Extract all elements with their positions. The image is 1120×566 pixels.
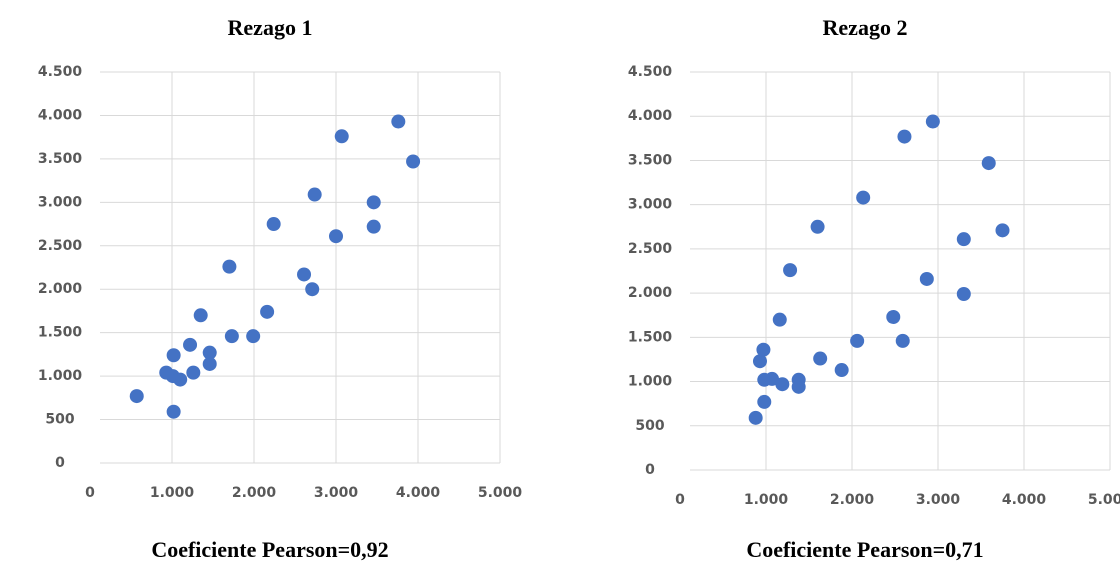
y-tick-label: 1.000 — [628, 374, 673, 390]
point — [995, 223, 1010, 238]
point — [166, 348, 181, 363]
point — [222, 259, 237, 274]
y-tick-label: 4.000 — [38, 107, 83, 123]
point — [366, 219, 381, 234]
x-tick-label: 1.000 — [150, 485, 195, 501]
chart-title: Rezago 2 — [823, 15, 908, 40]
point — [193, 308, 208, 323]
point — [886, 309, 901, 324]
point — [186, 365, 201, 380]
point — [919, 271, 934, 286]
point — [791, 379, 806, 394]
y-tick-label: 0 — [55, 455, 65, 471]
point — [202, 345, 217, 360]
chart-title: Rezago 1 — [228, 15, 313, 40]
y-tick-label: 500 — [45, 412, 74, 428]
y-tick-label: 1.500 — [38, 325, 83, 341]
point — [129, 389, 144, 404]
point — [775, 377, 790, 392]
point — [329, 229, 343, 244]
point — [391, 114, 406, 129]
x-tick-label: 3.000 — [916, 492, 961, 508]
y-tick-label: 0 — [645, 462, 655, 478]
x-tick-label: 4.000 — [1002, 492, 1047, 508]
x-tick-label: 3.000 — [314, 485, 359, 501]
point — [406, 154, 421, 169]
point — [173, 372, 188, 387]
y-tick-label: 2.500 — [628, 241, 673, 257]
y-tick-label: 500 — [635, 418, 664, 434]
point — [757, 394, 772, 409]
point — [981, 156, 996, 171]
y-tick-label: 3.000 — [38, 194, 83, 210]
point — [334, 129, 349, 144]
point — [756, 342, 771, 357]
point — [366, 195, 381, 210]
point — [166, 404, 181, 419]
point — [834, 363, 849, 378]
y-tick-label: 1.000 — [38, 368, 83, 384]
x-tick-label: 1.000 — [744, 492, 789, 508]
x-tick-label: 5.000 — [478, 485, 523, 501]
x-tick-label: 0 — [85, 485, 95, 501]
point — [956, 232, 971, 247]
x-tick-label: 5.000 — [1088, 492, 1120, 508]
y-tick-label: 4.500 — [38, 64, 83, 80]
point — [297, 267, 312, 282]
point — [783, 263, 798, 278]
y-tick-label: 2.000 — [628, 285, 673, 301]
y-tick-label: 3.500 — [38, 151, 83, 167]
point — [260, 304, 275, 319]
point — [897, 129, 912, 144]
annotation: Coeficiente Pearson=0,92 — [151, 537, 388, 562]
point — [956, 286, 971, 301]
y-tick-label: 2.500 — [38, 238, 83, 254]
point — [765, 371, 780, 386]
point — [305, 282, 320, 297]
point — [246, 329, 261, 344]
y-tick-label: 3.000 — [628, 197, 673, 213]
y-tick-label: 4.000 — [628, 108, 673, 124]
annotation: Coeficiente Pearson=0,71 — [746, 537, 983, 562]
point — [895, 333, 910, 348]
point — [307, 187, 322, 202]
point — [772, 312, 787, 327]
point — [813, 351, 828, 366]
point — [748, 410, 763, 425]
point — [752, 354, 767, 369]
point — [925, 114, 940, 129]
y-tick-label: 3.500 — [628, 152, 673, 168]
y-tick-label: 2.000 — [38, 281, 83, 297]
x-tick-label: 4.000 — [396, 485, 441, 501]
x-tick-label: 2.000 — [232, 485, 277, 501]
point — [183, 337, 198, 352]
x-tick-label: 0 — [675, 492, 685, 508]
point — [224, 329, 239, 344]
point — [810, 219, 825, 234]
point — [266, 217, 281, 232]
point — [850, 333, 865, 348]
x-tick-label: 2.000 — [830, 492, 875, 508]
point — [856, 190, 871, 205]
y-tick-label: 4.500 — [628, 64, 673, 80]
point — [202, 356, 217, 371]
y-tick-label: 1.500 — [628, 329, 673, 345]
